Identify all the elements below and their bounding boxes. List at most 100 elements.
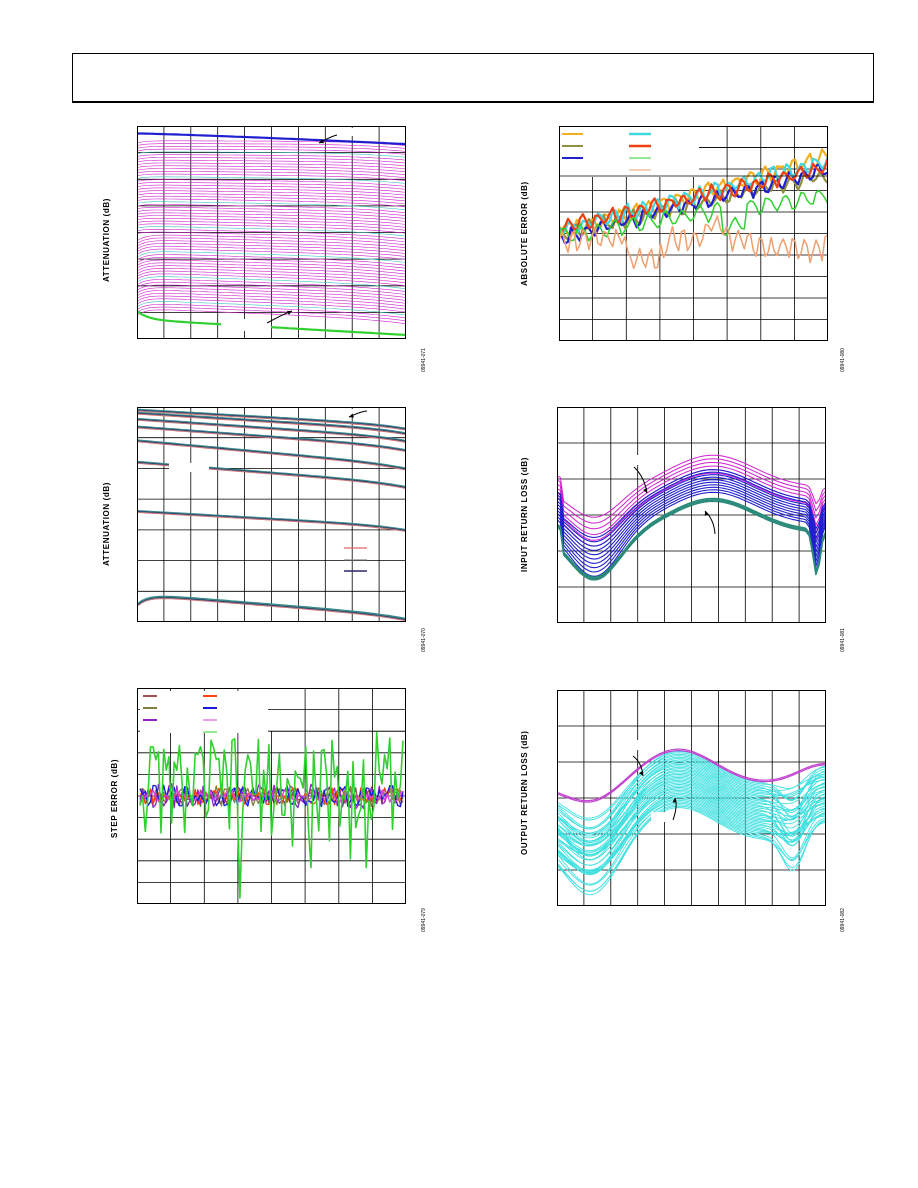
series-line-output-rl bbox=[557, 784, 826, 861]
series-line-major-state bbox=[137, 412, 406, 435]
series-line-input-rl bbox=[557, 469, 826, 539]
series-line-absolute-error bbox=[559, 215, 828, 270]
series-line-major-state bbox=[137, 426, 406, 451]
series-line-major-state bbox=[137, 419, 406, 443]
plot-border bbox=[557, 690, 826, 906]
series-line-output-rl bbox=[557, 775, 826, 852]
series-line-major-state bbox=[137, 426, 406, 452]
series-line-attenuation-state bbox=[137, 151, 406, 158]
label-mask bbox=[617, 455, 639, 465]
series-line-max-attenuation bbox=[137, 132, 406, 146]
series-line-attenuation-state bbox=[137, 204, 406, 214]
series-line-attenuation-state bbox=[137, 154, 406, 161]
series-line-attenuation-state bbox=[137, 293, 406, 307]
series-line-attenuation-state bbox=[137, 268, 406, 281]
series-line-attenuation-state bbox=[137, 190, 406, 199]
series-line-major-state bbox=[137, 413, 406, 436]
series-line-output-rl bbox=[557, 759, 826, 842]
attenuation-full-chart bbox=[137, 126, 406, 339]
series-line-output-rl bbox=[557, 801, 826, 886]
series-line-absolute-error bbox=[559, 157, 828, 236]
series-line-attenuation-state bbox=[137, 273, 406, 287]
plot-border bbox=[557, 407, 826, 623]
series-line-output-rl bbox=[557, 765, 826, 834]
series-line-output-rl bbox=[557, 752, 826, 819]
series-line-attenuation-state bbox=[137, 206, 406, 216]
series-line-attenuation-state bbox=[137, 184, 406, 193]
label-mask bbox=[651, 812, 675, 822]
series-line-attenuation-state bbox=[137, 231, 406, 243]
series-line-major-state bbox=[137, 408, 406, 429]
attenuation-major-chart bbox=[137, 407, 406, 622]
y-axis-label: INPUT RETURN LOSS (dB) bbox=[520, 457, 529, 572]
series-line-attenuation-state bbox=[137, 309, 406, 325]
series-line-attenuation-state bbox=[137, 148, 406, 155]
label-mask bbox=[221, 319, 271, 331]
series-line-output-rl bbox=[557, 782, 826, 853]
series-line-output-rl bbox=[557, 769, 826, 861]
plot-border bbox=[137, 126, 406, 339]
series-line-major-state bbox=[137, 409, 406, 430]
series-line-output-rl bbox=[557, 799, 826, 871]
series-line-major-state bbox=[137, 412, 406, 434]
series-line-output-rl bbox=[557, 791, 826, 856]
series-line-attenuation-state bbox=[137, 212, 406, 222]
series-line-output-rl bbox=[557, 749, 826, 803]
series-line-major-state bbox=[137, 441, 406, 471]
series-line-major-state bbox=[137, 417, 406, 442]
series-line-attenuation-state bbox=[137, 234, 406, 246]
series-line-attenuation-state bbox=[137, 248, 406, 260]
series-line-attenuation-state bbox=[137, 229, 406, 240]
series-line-attenuation-state bbox=[137, 179, 406, 187]
arrow-head bbox=[349, 413, 354, 418]
series-line-major-state bbox=[137, 595, 406, 620]
y-axis-label: OUTPUT RETURN LOSS (dB) bbox=[520, 730, 529, 855]
series-line-output-rl bbox=[557, 758, 826, 830]
arrow-head bbox=[639, 771, 643, 776]
absolute-error-chart bbox=[559, 126, 828, 341]
series-line-step-error bbox=[139, 731, 404, 899]
series-line-attenuation-state bbox=[137, 279, 406, 292]
y-axis-label: ATTENUATION (dB) bbox=[102, 482, 111, 566]
y-axis-label: ABSOLUTE ERROR (dB) bbox=[520, 181, 529, 286]
series-line-attenuation-state bbox=[137, 143, 406, 149]
series-line-input-rl bbox=[557, 489, 826, 573]
series-line-attenuation-state bbox=[137, 215, 406, 225]
series-line-major-state bbox=[137, 411, 406, 434]
series-line-attenuation-state bbox=[137, 245, 406, 257]
plot-border bbox=[137, 407, 406, 622]
figure-id: 09941-071 bbox=[421, 348, 427, 372]
series-line-major-state bbox=[137, 440, 406, 470]
series-line-major-state bbox=[137, 410, 406, 431]
series-line-output-rl bbox=[557, 794, 826, 885]
series-line-min-attenuation bbox=[137, 310, 406, 337]
series-line-attenuation-state bbox=[137, 287, 406, 301]
series-line-input-rl bbox=[557, 486, 826, 569]
plot-border bbox=[559, 126, 828, 341]
series-line-attenuation-state bbox=[137, 195, 406, 205]
series-line-attenuation-state bbox=[137, 306, 406, 322]
series-line-attenuation-state bbox=[137, 162, 406, 170]
input-return-loss-chart bbox=[557, 407, 826, 623]
series-line-input-rl bbox=[557, 497, 826, 578]
series-line-input-rl bbox=[557, 476, 826, 551]
series-line-major-state bbox=[137, 511, 406, 532]
series-line-attenuation-state bbox=[137, 284, 406, 298]
series-line-attenuation-state bbox=[137, 276, 406, 289]
output-return-loss-chart bbox=[557, 690, 826, 906]
series-line-attenuation-state bbox=[137, 193, 406, 202]
series-line-attenuation-state bbox=[137, 237, 406, 249]
series-line-major-state bbox=[137, 418, 406, 442]
label-mask bbox=[342, 409, 372, 417]
series-line-attenuation-state bbox=[137, 223, 406, 234]
series-line-input-rl bbox=[557, 454, 826, 518]
series-line-major-state bbox=[137, 439, 406, 469]
series-line-output-rl bbox=[557, 748, 826, 802]
series-line-attenuation-state bbox=[137, 198, 406, 208]
series-line-attenuation-state bbox=[137, 165, 406, 173]
label-mask bbox=[327, 128, 357, 136]
series-line-input-rl bbox=[557, 500, 826, 581]
series-line-input-rl bbox=[557, 499, 826, 580]
series-line-attenuation-state bbox=[137, 298, 406, 313]
series-line-output-rl bbox=[557, 789, 826, 866]
